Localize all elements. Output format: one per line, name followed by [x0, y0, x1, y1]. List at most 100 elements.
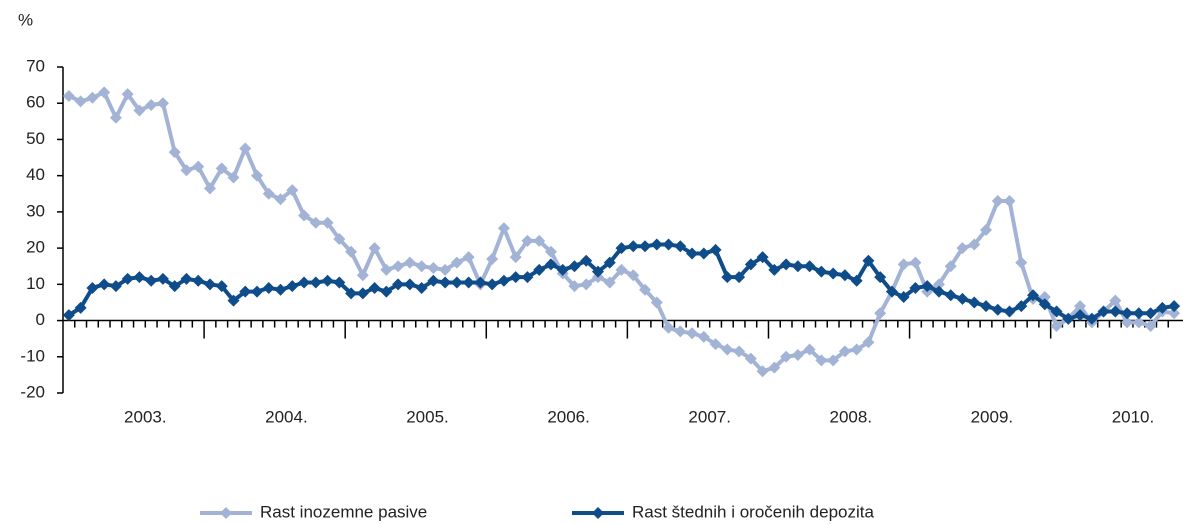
- marker: [909, 281, 922, 294]
- marker: [1144, 319, 1157, 332]
- marker: [544, 245, 557, 258]
- marker: [639, 283, 652, 296]
- y-tick-label: 50: [26, 129, 45, 148]
- marker: [74, 95, 87, 108]
- marker: [662, 321, 675, 334]
- marker: [944, 289, 957, 302]
- marker: [756, 251, 769, 264]
- marker: [192, 160, 205, 173]
- marker: [62, 89, 75, 102]
- marker: [156, 272, 169, 285]
- marker: [968, 238, 981, 251]
- marker: [192, 274, 205, 287]
- marker: [1144, 307, 1157, 320]
- legend-label: Rast štednih i oročenih depozita: [632, 502, 874, 521]
- marker: [944, 260, 957, 273]
- marker: [239, 285, 252, 298]
- marker: [98, 86, 111, 99]
- marker: [1062, 312, 1075, 325]
- marker: [815, 265, 828, 278]
- legend-marker: [220, 507, 232, 519]
- y-tick-label: -10: [20, 346, 45, 365]
- marker: [392, 260, 405, 273]
- marker: [697, 330, 710, 343]
- y-tick-label: -20: [20, 382, 45, 401]
- marker: [509, 251, 522, 264]
- legend-marker: [592, 507, 604, 519]
- marker: [615, 242, 628, 255]
- marker: [744, 352, 757, 365]
- marker: [309, 216, 322, 229]
- marker: [368, 281, 381, 294]
- marker: [1050, 319, 1063, 332]
- marker: [780, 350, 793, 363]
- marker: [1132, 307, 1145, 320]
- marker: [744, 258, 757, 271]
- marker: [932, 285, 945, 298]
- marker: [203, 182, 216, 195]
- marker: [521, 234, 534, 247]
- marker: [1003, 305, 1016, 318]
- marker: [86, 91, 99, 104]
- x-tick-label: 2010.: [1112, 407, 1155, 426]
- marker: [486, 278, 499, 291]
- marker: [956, 242, 969, 255]
- marker: [286, 184, 299, 197]
- marker: [627, 269, 640, 282]
- marker: [427, 274, 440, 287]
- y-tick-label: 30: [26, 201, 45, 220]
- marker: [991, 303, 1004, 316]
- marker: [639, 240, 652, 253]
- marker: [850, 343, 863, 356]
- marker: [721, 343, 734, 356]
- marker: [733, 271, 746, 284]
- series-line: [68, 90, 1175, 374]
- marker: [803, 343, 816, 356]
- marker: [709, 338, 722, 351]
- marker: [509, 271, 522, 284]
- x-tick-label: 2009.: [971, 407, 1014, 426]
- marker: [580, 254, 593, 267]
- marker: [474, 276, 487, 289]
- marker: [251, 169, 264, 182]
- marker: [239, 142, 252, 155]
- marker: [145, 274, 158, 287]
- marker: [98, 278, 111, 291]
- marker: [627, 240, 640, 253]
- marker: [298, 276, 311, 289]
- marker: [251, 285, 264, 298]
- marker: [74, 301, 87, 314]
- marker: [380, 263, 393, 276]
- y-tick-label: 70: [26, 56, 45, 75]
- marker: [462, 276, 475, 289]
- y-tick-label: 20: [26, 238, 45, 257]
- marker: [415, 281, 428, 294]
- marker: [603, 256, 616, 269]
- marker: [768, 263, 781, 276]
- marker: [215, 162, 228, 175]
- x-tick-label: 2003.: [124, 407, 167, 426]
- marker: [309, 276, 322, 289]
- marker: [686, 327, 699, 340]
- marker: [274, 193, 287, 206]
- marker: [333, 233, 346, 246]
- marker: [686, 247, 699, 260]
- marker: [533, 234, 546, 247]
- marker: [721, 271, 734, 284]
- marker: [909, 256, 922, 269]
- marker: [121, 272, 134, 285]
- marker: [133, 104, 146, 117]
- y-tick-label: 60: [26, 93, 45, 112]
- marker: [885, 285, 898, 298]
- marker: [1074, 309, 1087, 322]
- marker: [450, 256, 463, 269]
- marker: [215, 280, 228, 293]
- marker: [979, 224, 992, 236]
- marker: [803, 260, 816, 273]
- marker: [780, 258, 793, 271]
- marker: [874, 307, 887, 320]
- y-unit: %: [18, 10, 33, 29]
- marker: [298, 209, 311, 222]
- marker: [838, 345, 851, 358]
